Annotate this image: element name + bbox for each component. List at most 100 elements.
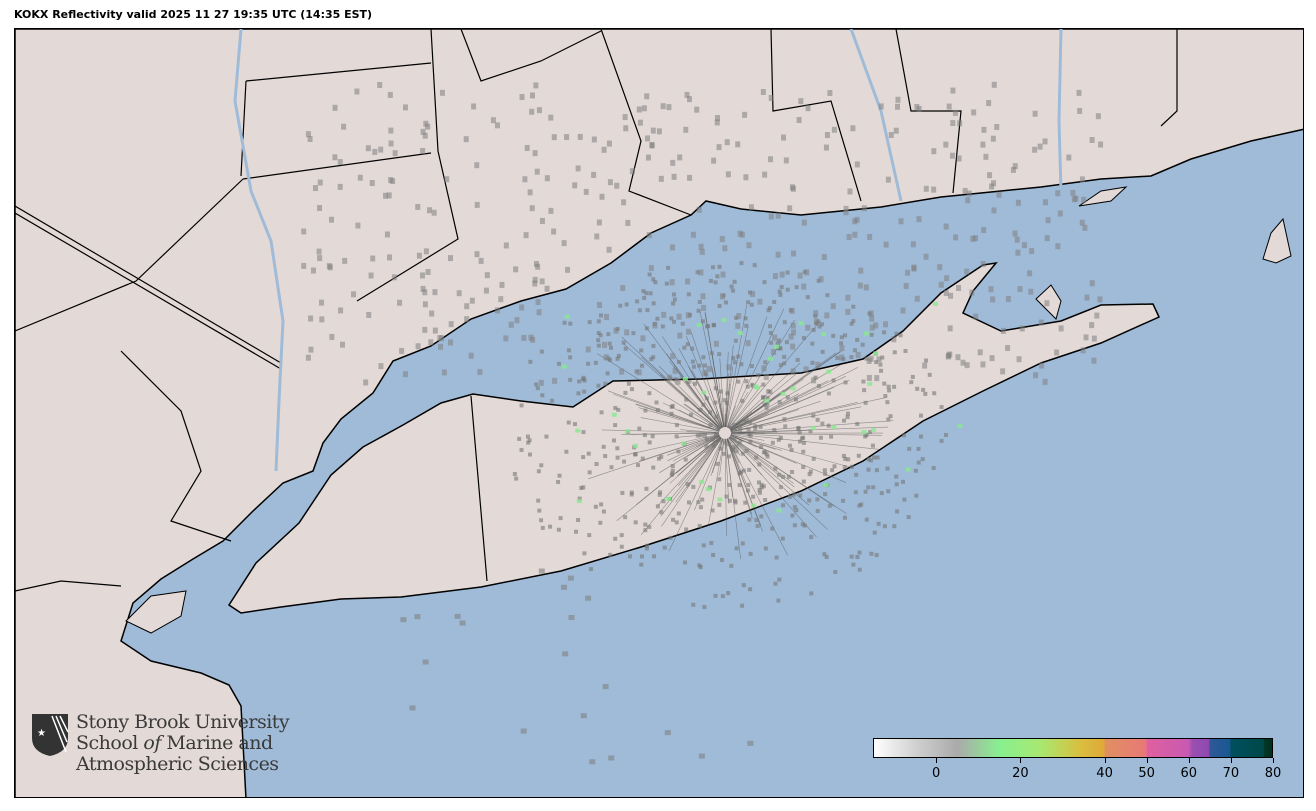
radar-gate (767, 306, 772, 311)
radar-ray (724, 432, 847, 514)
radar-gate (705, 487, 711, 492)
radar-gate (735, 322, 741, 329)
radar-gate (787, 494, 792, 499)
radar-gate (761, 450, 766, 455)
radar-gate (957, 423, 963, 428)
radar-gate (1089, 322, 1095, 329)
radar-gate (946, 103, 952, 110)
radar-gate (892, 524, 897, 529)
radar-gate (528, 452, 532, 457)
radar-gate (640, 363, 645, 368)
radar-map[interactable] (14, 28, 1304, 798)
radar-ray (641, 356, 726, 434)
radar-gate (332, 104, 338, 111)
radar-gate (636, 369, 642, 376)
radar-gate (811, 327, 816, 332)
radar-gate (831, 333, 836, 338)
radar-gate (717, 477, 722, 482)
radar-gate (521, 334, 527, 341)
state-borders (15, 29, 1178, 592)
radar-gate (670, 353, 676, 360)
radar-gate (684, 527, 689, 532)
radar-gate (317, 204, 323, 211)
radar-gate (647, 391, 652, 396)
radar-gate (692, 364, 697, 369)
radar-gate (797, 272, 803, 279)
radar-gate (576, 499, 582, 504)
radar-gate (683, 560, 688, 565)
radar-gate (596, 219, 602, 226)
radar-gate (422, 659, 429, 665)
radar-gate (773, 581, 778, 586)
radar-gate (658, 490, 663, 495)
radar-gate (568, 615, 575, 621)
radar-gate (966, 190, 972, 197)
radar-gate (668, 535, 673, 540)
radar-gate (676, 313, 682, 320)
radar-gate (886, 417, 891, 422)
radar-gate (943, 290, 949, 297)
radar-gate (734, 444, 739, 449)
radar-gate (522, 176, 528, 183)
radar-gate (613, 327, 619, 334)
radar-gate (536, 469, 541, 474)
radar-gate (709, 351, 714, 356)
radar-gate (447, 339, 453, 346)
radar-gate (717, 352, 722, 357)
radar-gate (726, 591, 731, 596)
radar-gate (666, 374, 672, 381)
radar-gate (751, 494, 756, 499)
radar-gate (666, 265, 671, 270)
radar-gate (1042, 378, 1048, 385)
radar-gate (711, 323, 716, 328)
radar-gate (749, 364, 754, 369)
radar-gate (552, 377, 558, 384)
radar-gate (800, 436, 805, 441)
radar-gate (651, 465, 656, 470)
radar-gate (690, 231, 696, 238)
radar-gate (777, 472, 782, 477)
radar-gate (677, 332, 683, 339)
radar-gate (780, 474, 785, 479)
radar-gate (880, 355, 885, 360)
radar-gate (716, 144, 722, 151)
radar-gate (791, 329, 797, 336)
radar-gate (843, 380, 848, 385)
radar-gate (615, 356, 620, 361)
radar-gate (1076, 89, 1082, 96)
radar-gate (790, 469, 795, 474)
radar-gate (697, 299, 702, 304)
radar-gate (432, 327, 438, 334)
radar-gate (853, 490, 858, 495)
radar-gate (747, 467, 752, 472)
radar-gate (811, 377, 817, 384)
radar-gate (827, 90, 833, 97)
radar-gate (794, 285, 799, 290)
radar-gate (823, 144, 829, 151)
radar-gate (856, 453, 861, 458)
radar-gate (644, 291, 649, 296)
radar-gate (983, 153, 989, 160)
radar-gate (730, 444, 735, 449)
logo-line-3: Atmospheric Sciences (76, 753, 279, 775)
radar-gate (422, 301, 428, 308)
radar-gate (970, 235, 976, 242)
radar-gate (508, 321, 514, 328)
radar-gate (357, 174, 363, 181)
radar-gate (574, 529, 579, 534)
radar-gate (537, 508, 542, 513)
radar-gate (973, 313, 979, 320)
radar-gate (581, 455, 586, 460)
radar-gate (753, 426, 758, 431)
radar-gate (715, 274, 720, 279)
radar-gate (818, 435, 823, 440)
radar-gate (750, 382, 755, 387)
radar-gate (824, 312, 830, 319)
radar-gate (764, 398, 770, 403)
radar-gate (717, 497, 723, 502)
radar-gate (711, 553, 716, 558)
radar-gate (729, 284, 734, 289)
radar-gate (743, 316, 748, 321)
radar-gate (338, 307, 344, 314)
radar-gate (650, 127, 656, 134)
